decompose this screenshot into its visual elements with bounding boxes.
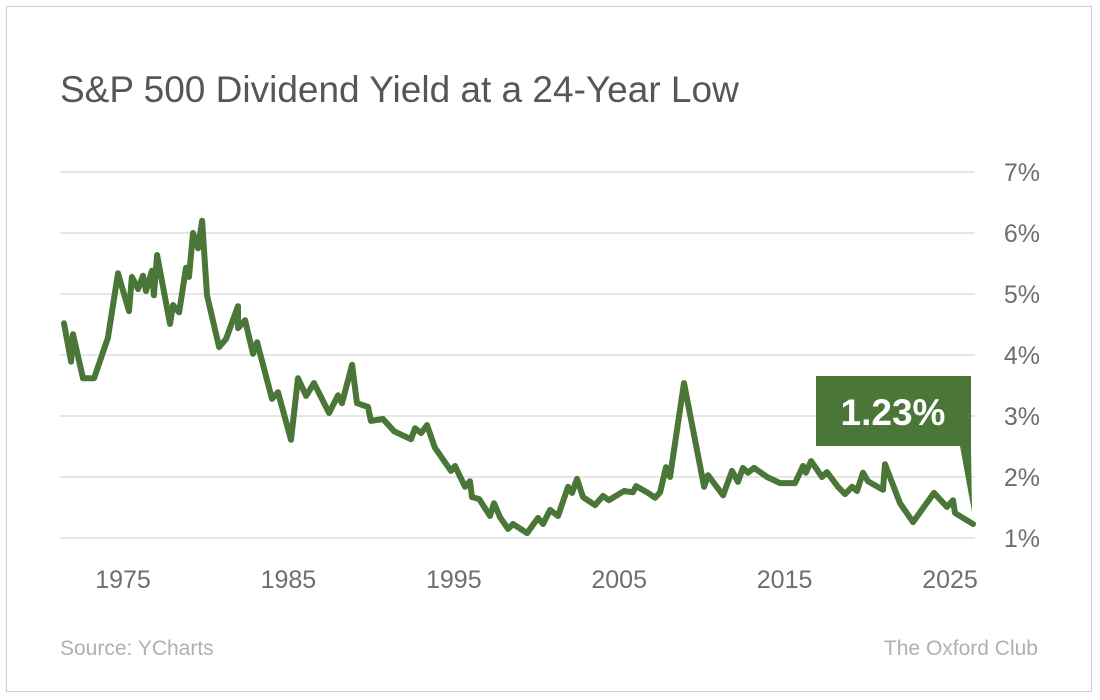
y-tick-label: 4% xyxy=(1004,342,1040,370)
x-tick-label: 1975 xyxy=(95,566,151,594)
source-note: Source: YCharts xyxy=(60,637,214,660)
x-tick-label: 2025 xyxy=(922,566,978,594)
series-line xyxy=(61,217,976,537)
x-tick-label: 2015 xyxy=(757,566,813,594)
y-tick-label: 5% xyxy=(1004,281,1040,309)
x-tick-label: 2005 xyxy=(591,566,647,594)
chart-title: S&P 500 Dividend Yield at a 24-Year Low xyxy=(60,69,739,110)
callout: 1.23% xyxy=(816,376,972,512)
callout-label: 1.23% xyxy=(841,392,946,433)
y-tick-label: 1% xyxy=(1004,525,1040,553)
y-tick-label: 6% xyxy=(1004,220,1040,248)
x-tick-label: 1995 xyxy=(426,566,482,594)
y-tick-label: 2% xyxy=(1004,464,1040,492)
y-tick-label: 7% xyxy=(1004,159,1040,187)
y-tick-label: 3% xyxy=(1004,403,1040,431)
x-tick-label: 1985 xyxy=(261,566,317,594)
chart-frame xyxy=(6,6,1092,692)
brand-label: The Oxford Club xyxy=(884,637,1038,660)
callout-box xyxy=(816,376,972,512)
